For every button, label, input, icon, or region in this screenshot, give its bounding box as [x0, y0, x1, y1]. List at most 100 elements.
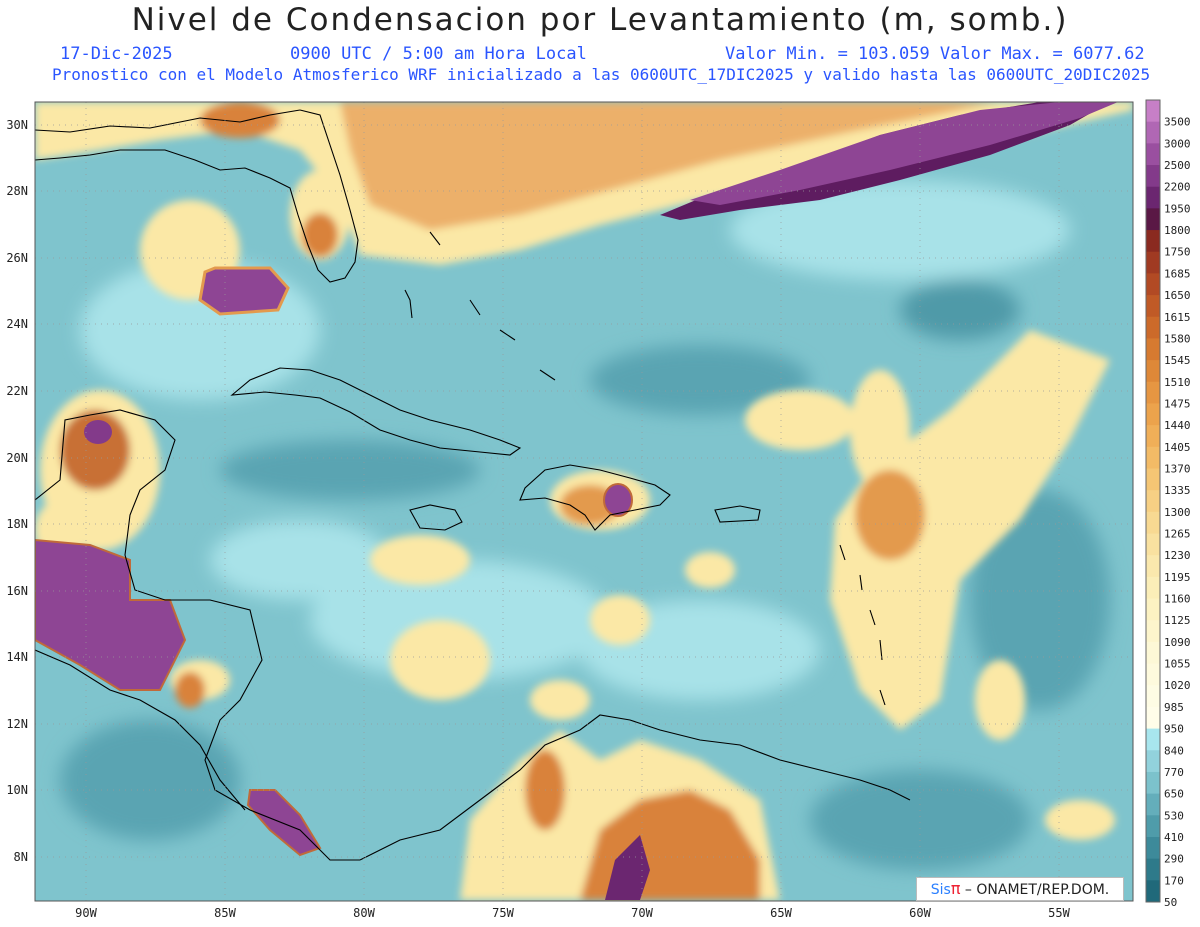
credit-text: – ONAMET/REP.DOM. — [960, 882, 1110, 898]
florida-coast — [35, 109, 359, 283]
colorbar-frame — [1145, 99, 1161, 903]
colorbar-swatch — [1146, 750, 1160, 773]
model-description: Pronostico con el Modelo Atmosferico WRF… — [52, 65, 1151, 84]
purple-region — [198, 266, 290, 316]
yucatan-and-central-america — [35, 409, 360, 861]
lon-axis: 90W 85W 80W 75W 70W 65W 60W 55W — [75, 906, 1070, 920]
light-ocean-patch — [210, 520, 390, 600]
lat-label: 10N — [6, 783, 28, 797]
lon-label: 90W — [75, 906, 97, 920]
colorbar-swatch — [1146, 165, 1160, 188]
colorbar-swatch — [1146, 880, 1160, 903]
lat-axis: 30N 28N 26N 24N 22N 20N 18N 16N 14N 12N … — [6, 118, 28, 864]
colorbar-label: 985 — [1164, 701, 1184, 714]
colorbar-swatch — [1146, 641, 1160, 665]
colorbar-swatch — [1146, 143, 1160, 166]
colorbar-label: 1020 — [1164, 679, 1191, 692]
colorbar-label: 770 — [1164, 766, 1184, 779]
colorbar-label: 1750 — [1164, 246, 1191, 259]
colorbar-label: 1335 — [1164, 484, 1191, 497]
colorbar-swatch — [1146, 706, 1160, 730]
northern-orange-band — [340, 102, 1000, 230]
dark-ocean-patch — [970, 490, 1110, 710]
eastern-yellow-swath — [830, 330, 1110, 730]
colorbar-label: 1300 — [1164, 506, 1191, 519]
lon-label: 80W — [353, 906, 375, 920]
colorbar-label: 410 — [1164, 831, 1184, 844]
colorbar-label: 1800 — [1164, 224, 1191, 237]
colorbar-label: 1615 — [1164, 311, 1191, 324]
plot-frame — [34, 101, 1134, 902]
lon-label: 85W — [214, 906, 236, 920]
yellow-patch — [370, 535, 470, 585]
colorbar-swatch — [1146, 273, 1160, 296]
dark-ocean-patch — [900, 280, 1020, 340]
field-layer — [35, 102, 1133, 901]
lat-label: 14N — [6, 650, 28, 664]
map-title: Nivel de Condensacion por Levantamiento … — [131, 2, 1069, 38]
colorbar-label: 1125 — [1164, 614, 1191, 627]
light-ocean-patch — [310, 560, 610, 680]
lat-label: 26N — [6, 251, 28, 265]
colorbar-label: 2200 — [1164, 181, 1191, 194]
colorbar-label: 1650 — [1164, 289, 1191, 302]
coastlines — [35, 109, 911, 861]
credit-sis: Sis — [930, 882, 951, 898]
colorbar-swatch — [1146, 230, 1160, 253]
lat-label: 22N — [6, 384, 28, 398]
colorbar-label: 1055 — [1164, 658, 1191, 671]
forecast-time: 0900 UTC / 5:00 am Hora Local — [290, 44, 587, 64]
colorbar-swatch — [1146, 338, 1160, 361]
colorbar-swatch — [1146, 251, 1160, 274]
hispaniola — [519, 464, 671, 531]
yellow-patch — [530, 680, 590, 720]
dark-ocean-patch — [590, 345, 810, 415]
lon-label: 55W — [1048, 906, 1070, 920]
colorbar-label: 1950 — [1164, 202, 1191, 215]
colorbar-swatch — [1146, 425, 1160, 448]
yellow-patch — [685, 552, 735, 588]
lon-label: 75W — [492, 906, 514, 920]
yellow-patch — [975, 660, 1025, 740]
colorbar-label: 1545 — [1164, 354, 1191, 367]
colorbar-swatch — [1146, 555, 1160, 578]
orange-patch — [200, 102, 280, 138]
purple-region — [603, 483, 633, 517]
colorbar-label: 1090 — [1164, 636, 1191, 649]
colorbar-swatch — [1146, 576, 1160, 600]
colorbar-swatch — [1146, 446, 1160, 469]
cuba — [230, 367, 522, 456]
colorbar-label: 1195 — [1164, 571, 1191, 584]
yellow-patch — [1045, 800, 1115, 840]
colorbar-swatch — [1146, 100, 1160, 123]
lat-label: 24N — [6, 317, 28, 331]
yellow-patch — [390, 620, 490, 700]
central-america-pacific — [35, 649, 246, 811]
lat-label: 20N — [6, 451, 28, 465]
colorbar-label: 1510 — [1164, 376, 1191, 389]
credit-box: Sisπ – ONAMET/REP.DOM. — [916, 877, 1124, 901]
colorbar-label: 3500 — [1164, 116, 1191, 129]
colorbar-swatch — [1146, 793, 1160, 816]
colorbar-label: 2500 — [1164, 159, 1191, 172]
colorbar-swatch — [1146, 858, 1160, 881]
lat-label: 8N — [14, 850, 28, 864]
colorbar-swatch — [1146, 316, 1160, 339]
orange-patch — [175, 672, 205, 708]
lat-label: 18N — [6, 517, 28, 531]
colorbar-label: 170 — [1164, 874, 1184, 887]
puerto-rico — [714, 505, 761, 523]
lesser-antilles — [839, 544, 886, 706]
jamaica — [409, 504, 463, 531]
colorbar-swatch — [1146, 295, 1160, 318]
colorbar-swatch — [1146, 728, 1160, 751]
colorbar-swatch — [1146, 771, 1160, 795]
colorbar-swatch — [1146, 186, 1160, 209]
purple-region — [246, 789, 322, 857]
purple-region — [605, 835, 650, 900]
colorbar-label: 1440 — [1164, 419, 1191, 432]
colorbar-swatch — [1146, 490, 1160, 513]
colorbar-swatch — [1146, 381, 1160, 404]
colorbar-label: 1230 — [1164, 549, 1191, 562]
